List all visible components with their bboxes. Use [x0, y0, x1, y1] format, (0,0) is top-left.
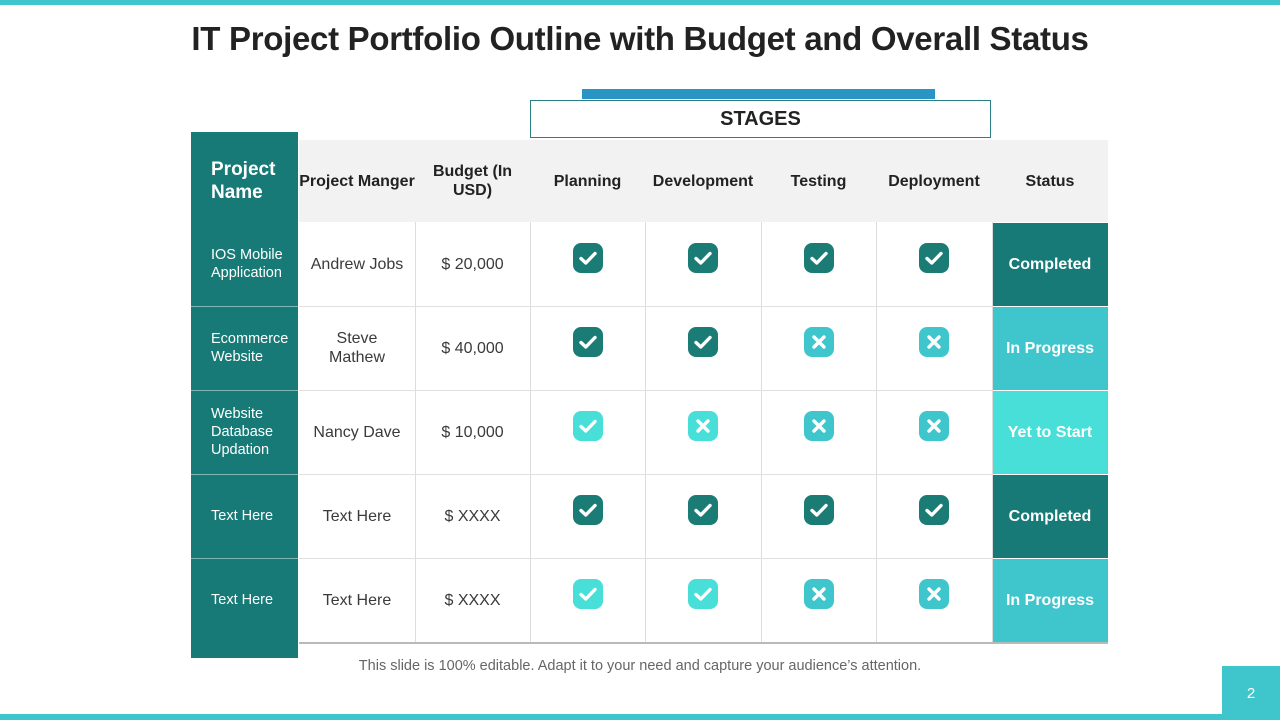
- grid-line-horizontal: [299, 558, 992, 559]
- project-manager-cell: Text Here: [322, 507, 392, 525]
- project-name-cell: Website Database Updation: [211, 406, 274, 458]
- grid-line-vertical: [645, 222, 646, 642]
- status-badge: Completed: [992, 475, 1108, 558]
- project-name-cell: Text Here: [211, 592, 274, 608]
- grid-line-vertical: [530, 222, 531, 642]
- project-manager-cell: Steve Mathew: [328, 330, 386, 366]
- top-accent-bar: [0, 0, 1280, 5]
- check-icon: [876, 216, 992, 300]
- check-icon: [761, 468, 876, 552]
- check-icon: [645, 468, 761, 552]
- project-manager-cell: Andrew Jobs: [310, 255, 404, 273]
- budget-cell: $ XXXX: [444, 591, 501, 609]
- cross-icon: [761, 552, 876, 636]
- check-icon: [530, 552, 645, 636]
- page-title: IT Project Portfolio Outline with Budget…: [191, 20, 1089, 57]
- footnote: This slide is 100% editable. Adapt it to…: [358, 658, 922, 674]
- budget-cell: $ XXXX: [444, 507, 501, 525]
- check-icon: [761, 216, 876, 300]
- cross-icon: [876, 300, 992, 384]
- header-status: Status: [1025, 172, 1075, 190]
- name-divider: [191, 558, 298, 559]
- budget-cell: $ 40,000: [441, 339, 504, 357]
- project-name-column: [191, 132, 298, 658]
- status-badge: In Progress: [992, 559, 1108, 642]
- check-icon: [530, 384, 645, 468]
- stages-header: STAGES: [530, 100, 991, 138]
- header-manager: Project Manger: [299, 172, 415, 190]
- project-manager-cell: Nancy Dave: [313, 423, 401, 441]
- cross-icon: [761, 300, 876, 384]
- bottom-accent-bar: [0, 714, 1280, 720]
- project-manager-cell: Text Here: [322, 591, 392, 609]
- project-name-cell: IOS Mobile Application: [211, 247, 283, 281]
- cross-icon: [876, 552, 992, 636]
- grid-line-horizontal: [299, 474, 992, 475]
- header-planning: Planning: [553, 172, 622, 190]
- grid-line-vertical: [992, 222, 993, 642]
- check-icon: [530, 468, 645, 552]
- cross-icon: [761, 384, 876, 468]
- project-name-cell: Ecommerce Website: [211, 331, 289, 365]
- check-icon: [645, 300, 761, 384]
- header-testing: Testing: [790, 172, 847, 190]
- name-divider: [191, 474, 298, 475]
- check-icon: [876, 468, 992, 552]
- header-deployment: Deployment: [888, 172, 980, 190]
- header-project-name: Project Name: [211, 159, 276, 203]
- page-number: 2: [1222, 666, 1280, 720]
- grid-line-horizontal: [299, 390, 992, 391]
- table-bottom-border: [299, 642, 1108, 644]
- cross-icon: [645, 384, 761, 468]
- status-badge: Yet to Start: [992, 391, 1108, 474]
- grid-line-vertical: [761, 222, 762, 642]
- grid-line-vertical: [415, 222, 416, 642]
- cross-icon: [876, 384, 992, 468]
- name-divider: [191, 390, 298, 391]
- project-name-cell: Text Here: [211, 508, 274, 524]
- budget-cell: $ 10,000: [441, 423, 504, 441]
- status-badge: Completed: [992, 223, 1108, 306]
- check-icon: [530, 216, 645, 300]
- grid-line-vertical: [876, 222, 877, 642]
- grid-line-horizontal: [299, 306, 992, 307]
- check-icon: [645, 552, 761, 636]
- header-development: Development: [652, 172, 754, 190]
- status-badge: In Progress: [992, 307, 1108, 390]
- table-header-row: [299, 140, 1108, 222]
- check-icon: [530, 300, 645, 384]
- header-budget: Budget (In USD): [432, 163, 513, 199]
- stages-accent-bar: [582, 89, 935, 99]
- name-divider: [191, 306, 298, 307]
- check-icon: [645, 216, 761, 300]
- budget-cell: $ 20,000: [441, 255, 504, 273]
